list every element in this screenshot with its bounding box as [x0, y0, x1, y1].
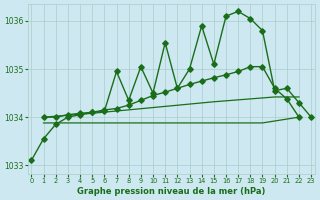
- X-axis label: Graphe pression niveau de la mer (hPa): Graphe pression niveau de la mer (hPa): [77, 187, 266, 196]
